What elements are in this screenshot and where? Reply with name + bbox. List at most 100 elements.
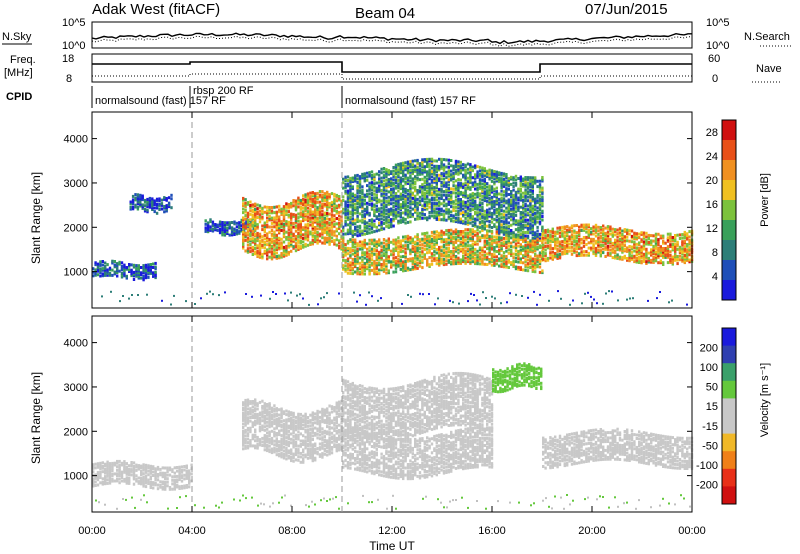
power-cell: [481, 187, 484, 191]
power-cell: [342, 264, 345, 268]
power-cell: [534, 254, 537, 258]
power-cell: [270, 234, 274, 238]
power-cell: [642, 258, 646, 262]
power-cell: [99, 260, 102, 264]
power-cell: [686, 232, 689, 236]
power-cell: [514, 178, 518, 182]
power-cell: [442, 248, 446, 252]
power-cell: [328, 203, 331, 207]
power-cell: [438, 193, 441, 197]
power-cell: [500, 173, 503, 177]
power-cell: [452, 184, 455, 188]
power-cell: [442, 243, 446, 247]
power-cell: [447, 259, 450, 263]
power-cell: [659, 252, 662, 256]
power-cell: [469, 186, 472, 190]
power-cell: [507, 234, 510, 238]
power-cell: [440, 238, 443, 242]
power-cell: [466, 213, 470, 217]
power-cell: [254, 250, 257, 254]
power-cell: [488, 242, 491, 245]
power-cell: [242, 239, 245, 243]
power-cell: [375, 229, 378, 233]
power-cell: [406, 205, 410, 208]
power-cell: [402, 269, 405, 273]
power-cell: [512, 176, 515, 180]
power-cell: [471, 181, 474, 185]
power-cell: [131, 202, 135, 205]
power-cell: [404, 173, 407, 177]
power-cell: [418, 162, 422, 166]
power-cell: [435, 230, 438, 234]
power-cell: [223, 230, 227, 234]
power-cell: [478, 230, 482, 234]
power-cell: [273, 235, 276, 239]
power-cell: [542, 236, 545, 240]
power-cell: [423, 240, 426, 244]
power-cell: [423, 237, 426, 241]
power-cell: [387, 269, 390, 273]
power-cell: [373, 230, 376, 234]
power-cell: [488, 258, 491, 261]
power-cell: [263, 228, 266, 232]
power-cell: [505, 176, 508, 180]
power-cell: [500, 257, 503, 261]
power-cell: [488, 238, 491, 242]
power-cell: [490, 235, 494, 239]
power-cell: [471, 251, 474, 255]
power-cell: [592, 245, 595, 248]
power-cell: [430, 207, 434, 211]
power-cell: [335, 222, 338, 226]
power-cell: [394, 211, 398, 215]
power-cell: [469, 196, 472, 200]
power-cell: [256, 249, 259, 253]
power-cell: [616, 256, 619, 260]
power-cell: [375, 252, 378, 256]
power-cell: [404, 187, 407, 191]
power-cell: [363, 232, 366, 236]
power-cell: [556, 237, 559, 241]
power-cell: [630, 245, 634, 249]
power-cell: [261, 208, 264, 212]
power-cell: [406, 240, 410, 244]
power-cell: [411, 241, 414, 245]
power-cell: [318, 190, 322, 193]
power-cell: [287, 236, 290, 240]
power-cell: [399, 165, 402, 169]
power-cell: [409, 236, 412, 240]
power-cell: [495, 220, 498, 224]
power-cell: [642, 247, 646, 251]
power-cell: [683, 259, 686, 263]
power-cell: [450, 198, 453, 201]
power-cell: [148, 205, 152, 209]
power-cell: [681, 250, 684, 254]
power-cell: [397, 178, 400, 182]
power-cell: [606, 239, 610, 243]
power-cell: [240, 229, 243, 233]
power-cell: [459, 190, 462, 194]
power-cell: [323, 241, 326, 245]
power-cell: [498, 213, 501, 217]
power-cell: [380, 189, 383, 192]
power-cell: [290, 201, 293, 205]
power-cell: [524, 199, 527, 202]
power-cell: [423, 175, 426, 179]
power-cell: [328, 193, 331, 197]
power-cell: [428, 159, 431, 163]
power-cell: [294, 204, 298, 208]
power-cell: [433, 166, 436, 170]
power-cell: [302, 219, 305, 223]
power-cell: [529, 266, 532, 269]
power-cell: [476, 204, 479, 208]
power-cell: [285, 246, 288, 250]
power-cell: [254, 234, 257, 238]
power-cell: [373, 244, 376, 247]
power-cell: [318, 213, 322, 217]
power-cell: [351, 210, 354, 214]
power-cell: [495, 179, 498, 183]
power-cell: [256, 251, 259, 255]
power-cell: [304, 228, 307, 232]
power-cell: [442, 163, 446, 167]
power-cell: [512, 209, 515, 213]
power-cell: [382, 167, 386, 170]
